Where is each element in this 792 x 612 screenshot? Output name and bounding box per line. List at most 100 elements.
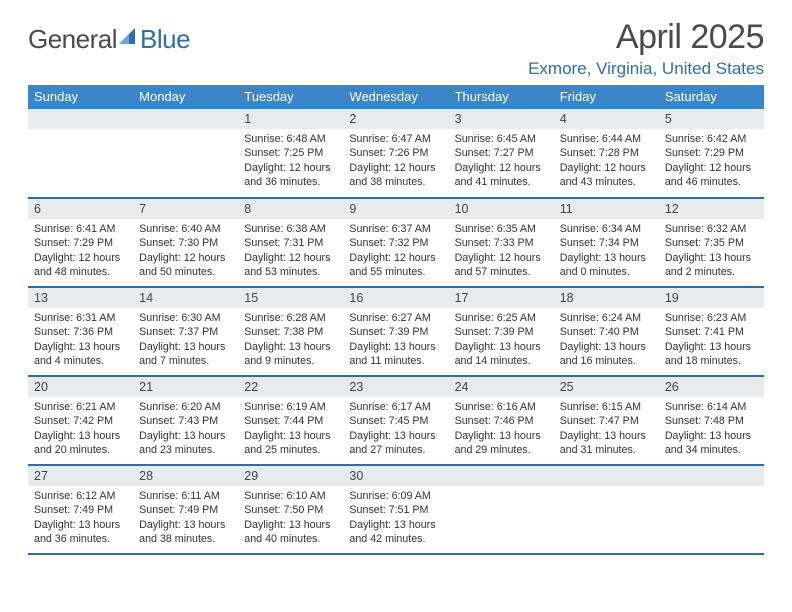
day-cell: 17Sunrise: 6:25 AMSunset: 7:39 PMDayligh… [449,287,554,376]
day-d1: Daylight: 12 hours [560,161,653,175]
day-d2: and 27 minutes. [349,443,442,457]
day-sr: Sunrise: 6:12 AM [34,489,127,503]
day-d2: and 25 minutes. [244,443,337,457]
day-d2: and 40 minutes. [244,532,337,546]
day-details: Sunrise: 6:24 AMSunset: 7:40 PMDaylight:… [554,308,659,373]
day-cell: 14Sunrise: 6:30 AMSunset: 7:37 PMDayligh… [133,287,238,376]
day-cell: 24Sunrise: 6:16 AMSunset: 7:46 PMDayligh… [449,376,554,465]
day-cell: 1Sunrise: 6:48 AMSunset: 7:25 PMDaylight… [238,109,343,198]
day-details: Sunrise: 6:21 AMSunset: 7:42 PMDaylight:… [28,397,133,462]
day-sr: Sunrise: 6:11 AM [139,489,232,503]
day-d1: Daylight: 12 hours [665,161,758,175]
day-cell [28,109,133,198]
week-row: 20Sunrise: 6:21 AMSunset: 7:42 PMDayligh… [28,376,764,465]
day-number: 4 [554,109,659,129]
day-number: 26 [659,377,764,397]
day-d1: Daylight: 13 hours [665,429,758,443]
day-d1: Daylight: 12 hours [349,161,442,175]
day-sr: Sunrise: 6:31 AM [34,311,127,325]
day-d2: and 14 minutes. [455,354,548,368]
day-d2: and 34 minutes. [665,443,758,457]
day-details: Sunrise: 6:25 AMSunset: 7:39 PMDaylight:… [449,308,554,373]
day-number: 5 [659,109,764,129]
day-number: 29 [238,466,343,486]
day-d2: and 0 minutes. [560,265,653,279]
day-cell: 29Sunrise: 6:10 AMSunset: 7:50 PMDayligh… [238,465,343,554]
dow-sunday: Sunday [28,85,133,109]
day-details: Sunrise: 6:34 AMSunset: 7:34 PMDaylight:… [554,219,659,284]
day-cell: 28Sunrise: 6:11 AMSunset: 7:49 PMDayligh… [133,465,238,554]
day-d2: and 31 minutes. [560,443,653,457]
day-number: 8 [238,199,343,219]
day-ss: Sunset: 7:48 PM [665,414,758,428]
dow-friday: Friday [554,85,659,109]
day-cell: 7Sunrise: 6:40 AMSunset: 7:30 PMDaylight… [133,198,238,287]
day-ss: Sunset: 7:42 PM [34,414,127,428]
day-d2: and 38 minutes. [139,532,232,546]
day-details: Sunrise: 6:41 AMSunset: 7:29 PMDaylight:… [28,219,133,284]
day-sr: Sunrise: 6:35 AM [455,222,548,236]
day-cell: 20Sunrise: 6:21 AMSunset: 7:42 PMDayligh… [28,376,133,465]
day-d1: Daylight: 12 hours [455,251,548,265]
day-ss: Sunset: 7:34 PM [560,236,653,250]
day-details: Sunrise: 6:45 AMSunset: 7:27 PMDaylight:… [449,129,554,194]
day-number: 20 [28,377,133,397]
day-d2: and 11 minutes. [349,354,442,368]
day-cell: 9Sunrise: 6:37 AMSunset: 7:32 PMDaylight… [343,198,448,287]
day-d2: and 20 minutes. [34,443,127,457]
day-number: 19 [659,288,764,308]
day-sr: Sunrise: 6:40 AM [139,222,232,236]
day-details: Sunrise: 6:10 AMSunset: 7:50 PMDaylight:… [238,486,343,551]
week-row: 6Sunrise: 6:41 AMSunset: 7:29 PMDaylight… [28,198,764,287]
day-ss: Sunset: 7:45 PM [349,414,442,428]
day-d2: and 43 minutes. [560,175,653,189]
day-details: Sunrise: 6:44 AMSunset: 7:28 PMDaylight:… [554,129,659,194]
day-sr: Sunrise: 6:15 AM [560,400,653,414]
calendar-body: 1Sunrise: 6:48 AMSunset: 7:25 PMDaylight… [28,109,764,554]
title-block: April 2025 Exmore, Virginia, United Stat… [528,18,764,79]
day-cell [449,465,554,554]
day-sr: Sunrise: 6:41 AM [34,222,127,236]
day-ss: Sunset: 7:29 PM [34,236,127,250]
day-cell: 30Sunrise: 6:09 AMSunset: 7:51 PMDayligh… [343,465,448,554]
day-d1: Daylight: 12 hours [139,251,232,265]
day-d1: Daylight: 13 hours [139,429,232,443]
day-details: Sunrise: 6:42 AMSunset: 7:29 PMDaylight:… [659,129,764,194]
day-ss: Sunset: 7:26 PM [349,146,442,160]
day-details: Sunrise: 6:17 AMSunset: 7:45 PMDaylight:… [343,397,448,462]
day-sr: Sunrise: 6:10 AM [244,489,337,503]
day-number: 13 [28,288,133,308]
day-sr: Sunrise: 6:16 AM [455,400,548,414]
day-ss: Sunset: 7:35 PM [665,236,758,250]
day-d2: and 48 minutes. [34,265,127,279]
day-sr: Sunrise: 6:44 AM [560,132,653,146]
day-sr: Sunrise: 6:42 AM [665,132,758,146]
day-sr: Sunrise: 6:19 AM [244,400,337,414]
day-cell: 15Sunrise: 6:28 AMSunset: 7:38 PMDayligh… [238,287,343,376]
day-cell: 13Sunrise: 6:31 AMSunset: 7:36 PMDayligh… [28,287,133,376]
day-d1: Daylight: 13 hours [349,340,442,354]
day-ss: Sunset: 7:49 PM [34,503,127,517]
day-sr: Sunrise: 6:21 AM [34,400,127,414]
brand-part2: Blue [140,24,190,55]
day-ss: Sunset: 7:46 PM [455,414,548,428]
day-details: Sunrise: 6:09 AMSunset: 7:51 PMDaylight:… [343,486,448,551]
day-number: 27 [28,466,133,486]
day-number: 6 [28,199,133,219]
day-cell: 21Sunrise: 6:20 AMSunset: 7:43 PMDayligh… [133,376,238,465]
day-details: Sunrise: 6:35 AMSunset: 7:33 PMDaylight:… [449,219,554,284]
dow-monday: Monday [133,85,238,109]
day-ss: Sunset: 7:31 PM [244,236,337,250]
day-of-week-row: Sunday Monday Tuesday Wednesday Thursday… [28,85,764,109]
day-cell: 8Sunrise: 6:38 AMSunset: 7:31 PMDaylight… [238,198,343,287]
day-d2: and 2 minutes. [665,265,758,279]
day-details: Sunrise: 6:20 AMSunset: 7:43 PMDaylight:… [133,397,238,462]
day-sr: Sunrise: 6:24 AM [560,311,653,325]
day-details: Sunrise: 6:28 AMSunset: 7:38 PMDaylight:… [238,308,343,373]
day-d2: and 46 minutes. [665,175,758,189]
day-cell: 19Sunrise: 6:23 AMSunset: 7:41 PMDayligh… [659,287,764,376]
day-number [659,466,764,486]
day-details: Sunrise: 6:48 AMSunset: 7:25 PMDaylight:… [238,129,343,194]
day-details: Sunrise: 6:30 AMSunset: 7:37 PMDaylight:… [133,308,238,373]
day-d1: Daylight: 13 hours [560,340,653,354]
